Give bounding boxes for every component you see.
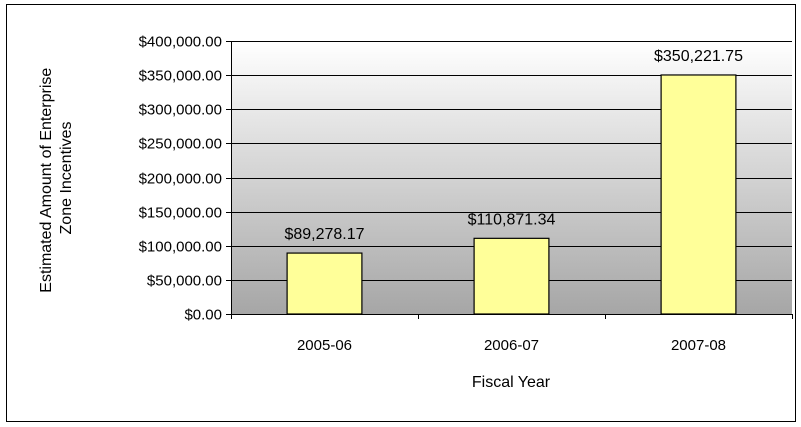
axes: [226, 41, 793, 319]
y-tick-label: $200,000.00: [139, 171, 222, 188]
y-tick-label: $0.00: [184, 307, 222, 324]
data-label: $89,278.17: [284, 226, 364, 243]
bar-2005-06: [286, 252, 363, 315]
y-axis-title-line-1: Estimated Amount of Enterprise: [38, 68, 55, 293]
data-label: $350,221.75: [654, 48, 743, 65]
data-label: $110,871.34: [468, 211, 556, 228]
x-tick-label: 2007-08: [671, 337, 726, 354]
y-tick-label: $150,000.00: [139, 205, 222, 222]
y-axis-title-line-2: Zone Incentives: [58, 122, 75, 235]
y-tick-label: $250,000.00: [139, 136, 222, 153]
y-tick-label: $300,000.00: [139, 102, 222, 119]
bars: [286, 74, 737, 315]
x-tick-label: 2006-07: [484, 337, 539, 354]
bar-2007-08: [660, 74, 737, 315]
x-tick-label: 2005-06: [297, 337, 352, 354]
y-tick-label: $100,000.00: [139, 239, 222, 256]
labels: $0.00 $50,000.00 $100,000.00 $150,000.00 $20…: [139, 34, 744, 355]
y-tick-label: $400,000.00: [139, 34, 222, 51]
bar-2006-07: [473, 237, 550, 315]
y-axis-title: Estimated Amount of Enterprise Zone Ince…: [38, 63, 75, 292]
y-tick-label: $350,000.00: [139, 68, 222, 85]
x-axis-title: Fiscal Year: [472, 374, 551, 391]
y-tick-label: $50,000.00: [147, 273, 222, 290]
